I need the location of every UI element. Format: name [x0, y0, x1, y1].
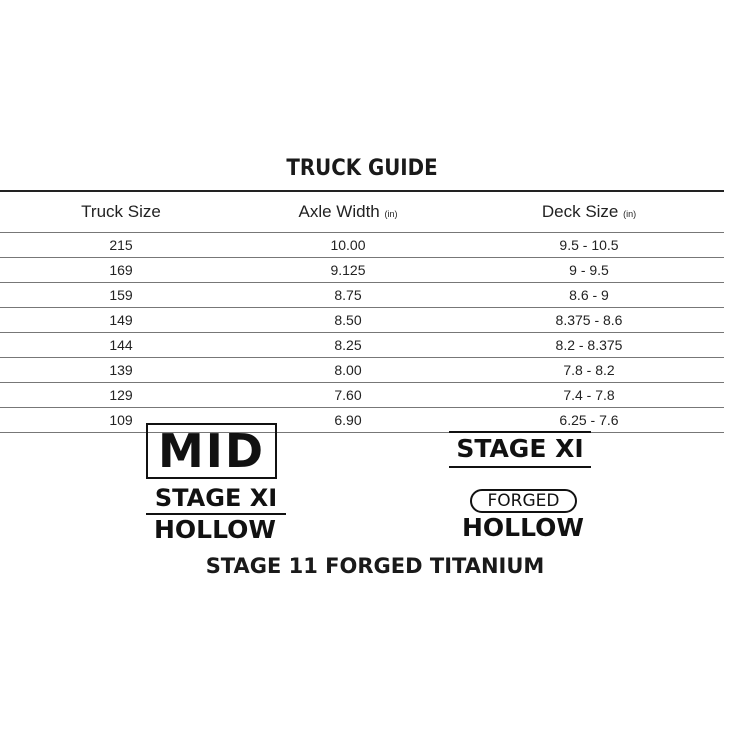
table-cell: 6.90: [242, 407, 454, 433]
table-row: 144 8.25 8.2 - 8.375: [0, 332, 724, 358]
table-cell: 159: [0, 282, 242, 308]
table-cell: 7.4 - 7.8: [454, 382, 724, 408]
table-cell: 10.00: [242, 232, 454, 258]
table-row: 139 8.00 7.8 - 8.2: [0, 357, 724, 383]
table-row: 215 10.00 9.5 - 10.5: [0, 232, 724, 258]
header-label: Axle Width: [298, 202, 380, 221]
header-axle-width: Axle Width (in): [242, 191, 454, 233]
table-row: 129 7.60 7.4 - 7.8: [0, 382, 724, 408]
table-cell: 149: [0, 307, 242, 333]
unit-label: (in): [384, 209, 398, 219]
truck-guide-table: Truck Size Axle Width (in) Deck Size (in…: [0, 190, 724, 433]
header-label: Deck Size: [541, 202, 619, 221]
table-cell: 7.8 - 8.2: [454, 357, 724, 383]
table-cell: 139: [0, 357, 242, 383]
table-cell: 169: [0, 257, 242, 283]
header-deck-size: Deck Size (in): [454, 191, 724, 233]
stage-xi-logo-right: STAGE XI: [456, 434, 584, 463]
table-cell: 9.5 - 10.5: [454, 232, 724, 258]
table-cell: 215: [0, 232, 242, 258]
table-cell: 8.75: [242, 282, 454, 308]
table-row: 169 9.125 9 - 9.5: [0, 257, 724, 283]
table-cell: 8.50: [242, 307, 454, 333]
table-cell: 9.125: [242, 257, 454, 283]
header-truck-size: Truck Size: [0, 191, 242, 233]
table-row: 159 8.75 8.6 - 9: [0, 282, 724, 308]
table-cell: 7.60: [242, 382, 454, 408]
hollow-logo-right: HOLLOW: [462, 513, 584, 542]
table-cell: 9 - 9.5: [454, 257, 724, 283]
table-cell: 109: [0, 407, 242, 433]
unit-label: (in): [623, 209, 637, 219]
table-cell: 129: [0, 382, 242, 408]
mid-logo: MID: [146, 423, 277, 479]
table-cell: 8.375 - 8.6: [454, 307, 724, 333]
table-row: 109 6.90 6.25 - 7.6: [0, 407, 724, 433]
table-cell: 8.2 - 8.375: [454, 332, 724, 358]
forged-logo: FORGED: [470, 489, 577, 513]
table-cell: 144: [0, 332, 242, 358]
table-cell: 8.00: [242, 357, 454, 383]
header-label: Truck Size: [81, 202, 161, 221]
divider: [449, 466, 591, 468]
table-cell: 8.6 - 9: [454, 282, 724, 308]
divider: [449, 431, 591, 433]
footer-title: STAGE 11 FORGED TITANIUM: [205, 554, 545, 578]
stage-xi-logo-left: STAGE XI: [154, 484, 278, 512]
table-cell: 8.25: [242, 332, 454, 358]
page-title: TRUCK GUIDE: [286, 156, 438, 181]
table-row: 149 8.50 8.375 - 8.6: [0, 307, 724, 333]
divider: [146, 513, 286, 515]
header-row: Truck Size Axle Width (in) Deck Size (in…: [0, 191, 724, 233]
table-cell: 6.25 - 7.6: [454, 407, 724, 433]
hollow-logo-left: HOLLOW: [154, 515, 276, 544]
